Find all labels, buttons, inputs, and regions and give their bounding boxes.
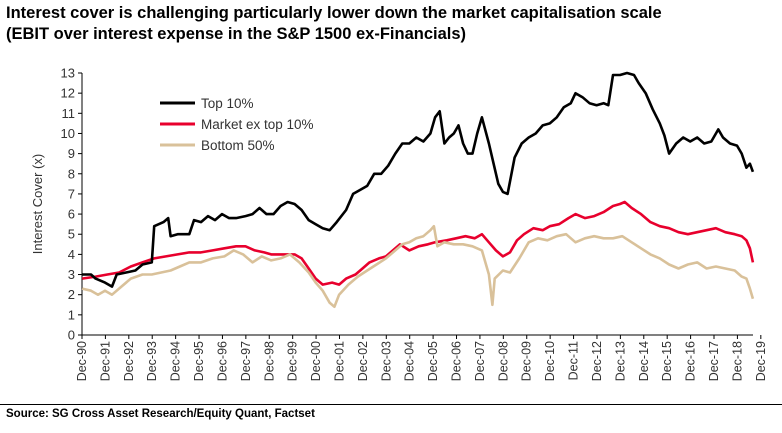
y-tick-label: 7 <box>68 186 75 201</box>
y-tick-label: 8 <box>68 166 75 181</box>
footer-divider <box>0 404 782 405</box>
legend: Top 10% Market ex top 10% Bottom 50% <box>160 96 314 153</box>
x-tick-label: Dec-95 <box>192 341 206 381</box>
x-tick-label: Dec-04 <box>403 341 417 381</box>
series-line-1 <box>81 200 755 286</box>
x-tick-label: Dec-99 <box>286 341 300 381</box>
y-tick-label: 4 <box>68 247 75 262</box>
x-tick-label: Dec-96 <box>215 341 229 381</box>
x-tick-label: Dec-05 <box>426 341 440 381</box>
y-tick-label: 1 <box>68 307 75 322</box>
x-tick-label: Dec-01 <box>332 341 346 381</box>
x-tick-label: Dec-06 <box>450 341 464 381</box>
x-tick-label: Dec-07 <box>473 341 487 381</box>
x-tick-label: Dec-18 <box>730 341 744 381</box>
x-tick-label: Dec-91 <box>98 341 112 381</box>
chart-subtitle: (EBIT over interest expense in the S&P 1… <box>6 25 467 43</box>
x-tick-label: Dec-94 <box>169 341 183 381</box>
x-tick-label: Dec-15 <box>660 341 674 381</box>
series-line-0 <box>82 71 755 288</box>
y-tick-label: 0 <box>68 328 75 343</box>
series-line-2 <box>81 224 755 309</box>
y-tick-label: 9 <box>68 146 75 161</box>
x-tick-label: Dec-90 <box>75 341 89 381</box>
x-axis: Dec-90 Dec-91 Dec-92 Dec-93 Dec-94 Dec-95 Dec-… <box>75 334 768 381</box>
y-tick-label: 12 <box>61 86 75 101</box>
x-tick-label: Dec-97 <box>239 341 253 381</box>
x-tick-label: Dec-19 <box>754 341 768 381</box>
x-tick-label: Dec-11 <box>567 341 581 380</box>
y-tick-label: 11 <box>62 106 76 121</box>
x-tick-label: Dec-17 <box>707 341 721 381</box>
x-tick-label: Dec-12 <box>590 341 604 381</box>
x-tick-label: Dec-03 <box>379 341 393 381</box>
x-tick-label: Dec-98 <box>262 341 276 381</box>
y-tick-label: 10 <box>61 126 75 141</box>
x-tick-label: Dec-14 <box>637 341 651 381</box>
y-tick-label: 2 <box>68 287 75 302</box>
y-axis-label: Interest Cover (x) <box>30 154 45 254</box>
x-tick-label: Dec-93 <box>145 341 159 381</box>
y-tick-label: 13 <box>61 66 75 81</box>
x-tick-label: Dec-10 <box>543 341 557 381</box>
series-lines <box>81 71 755 309</box>
x-ticks: Dec-90 Dec-91 Dec-92 Dec-93 Dec-94 Dec-95 Dec-… <box>75 335 768 381</box>
x-tick-label: Dec-08 <box>496 341 510 381</box>
legend-label: Bottom 50% <box>201 138 275 153</box>
x-tick-label: Dec-92 <box>122 341 136 381</box>
legend-label: Market ex top 10% <box>201 117 314 132</box>
x-tick-label: Dec-09 <box>520 341 534 381</box>
y-tick-label: 5 <box>68 227 75 242</box>
x-tick-label: Dec-00 <box>309 341 323 381</box>
source-note: Source: SG Cross Asset Research/Equity Q… <box>6 408 315 420</box>
chart-title: Interest cover is challenging particular… <box>6 4 662 22</box>
y-tick-label: 3 <box>68 267 75 282</box>
y-tick-label: 6 <box>68 207 75 222</box>
legend-label: Top 10% <box>201 96 254 111</box>
chart-title-block: Interest cover is challenging particular… <box>6 3 776 45</box>
x-tick-label: Dec-16 <box>684 341 698 381</box>
x-tick-label: Dec-02 <box>356 341 370 381</box>
x-tick-label: Dec-13 <box>613 341 627 381</box>
